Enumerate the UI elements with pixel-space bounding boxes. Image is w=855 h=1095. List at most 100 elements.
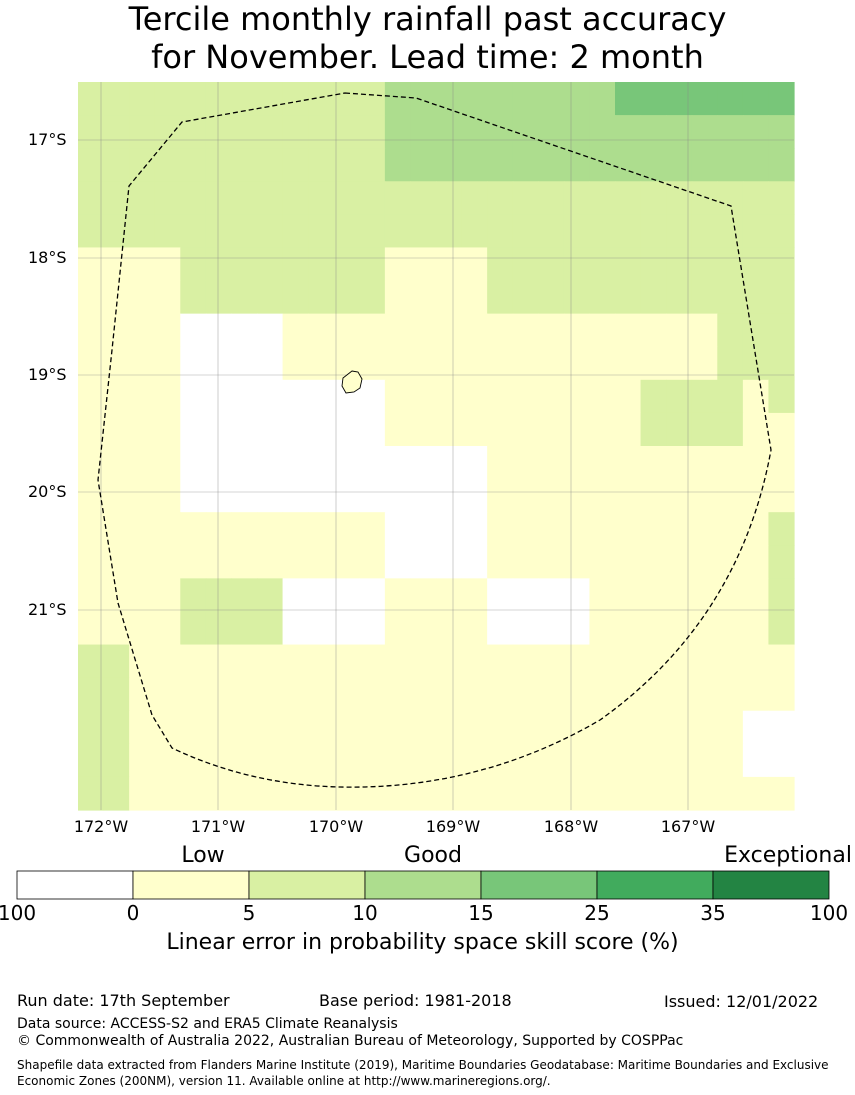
skill-cell: [359, 115, 386, 149]
skill-cell: [563, 346, 591, 381]
skill-cell: [359, 776, 386, 811]
skill-cell: [205, 644, 233, 679]
skill-cell: [487, 776, 514, 811]
skill-cell: [512, 148, 539, 182]
skill-cell: [410, 446, 437, 480]
skill-cell: [257, 578, 284, 613]
skill-cell: [384, 578, 412, 613]
skill-cell: [231, 611, 258, 646]
skill-cell: [205, 148, 233, 182]
skill-cell: [154, 412, 181, 447]
skill-cell: [487, 379, 514, 414]
skill-cell: [384, 214, 412, 249]
skill-cell: [410, 247, 437, 282]
skill-cell: [436, 247, 463, 282]
data-source: Data source: ACCESS-S2 and ERA5 Climate …: [17, 1016, 398, 1032]
skill-cell: [257, 545, 284, 579]
skill-cell: [231, 578, 258, 613]
skill-cell: [615, 446, 642, 480]
skill-cell: [333, 479, 360, 513]
skill-cell: [461, 181, 488, 215]
skill-cell: [410, 214, 437, 249]
skill-cell: [742, 82, 770, 116]
skill-cell: [589, 313, 616, 348]
skill-cell: [359, 512, 386, 546]
skill-cell: [180, 148, 207, 182]
skill-cell: [589, 644, 616, 679]
skill-cell: [640, 578, 667, 613]
skill-cell: [512, 446, 539, 480]
skill-cell: [78, 644, 105, 679]
skill-cell: [103, 644, 130, 679]
skill-cell: [615, 82, 642, 116]
skill-cell: [410, 82, 437, 116]
skill-cell: [436, 313, 463, 348]
skill-cell: [563, 776, 591, 811]
skill-cell: [461, 446, 488, 480]
skill-cell: [487, 446, 514, 480]
skill-cell: [666, 578, 693, 613]
skill-cell: [308, 247, 335, 282]
skill-cell: [640, 379, 667, 414]
colorbar-tick-1: 0: [126, 901, 140, 925]
skill-cell: [410, 181, 437, 215]
skill-cell: [359, 479, 386, 513]
skill-cell: [768, 148, 795, 182]
skill-cell: [180, 644, 207, 679]
skill-cell: [742, 644, 770, 679]
skill-cell: [666, 545, 693, 579]
skill-cell: [640, 247, 667, 282]
skill-cell: [742, 677, 770, 712]
skill-cell: [487, 710, 514, 745]
skill-cell: [308, 611, 335, 646]
skill-cell: [129, 214, 156, 249]
skill-cell: [768, 446, 795, 480]
skill-cell: [154, 545, 181, 579]
skill-cell: [461, 280, 488, 315]
skill-cell: [717, 479, 744, 513]
skill-cell: [487, 148, 514, 182]
skill-cell: [717, 313, 744, 348]
skill-cell: [308, 346, 335, 381]
skill-cell: [487, 247, 514, 282]
skill-cell: [691, 776, 718, 811]
skill-cell: [180, 776, 207, 811]
skill-cell: [436, 677, 463, 712]
skill-cell: [282, 412, 309, 447]
colorbar-tick-5: 25: [584, 901, 610, 925]
skill-cell: [436, 181, 463, 215]
lat-label-19s: 19°S: [28, 365, 67, 384]
skill-cell: [333, 710, 360, 745]
skill-cell: [180, 446, 207, 480]
skill-cell: [103, 710, 130, 745]
skill-cell: [103, 743, 130, 778]
skill-cell: [410, 313, 437, 348]
skill-cell: [154, 710, 181, 745]
skill-cell: [103, 181, 130, 215]
skill-cell: [768, 346, 795, 381]
skill-cell: [154, 677, 181, 712]
skill-cell: [563, 677, 591, 712]
skill-cell: [742, 412, 770, 447]
skill-cell: [154, 82, 181, 116]
skill-cell: [538, 776, 565, 811]
skill-cell: [129, 82, 156, 116]
skill-cell: [436, 611, 463, 646]
skill-cell: [538, 82, 565, 116]
skill-cell: [666, 346, 693, 381]
skill-cell: [103, 280, 130, 315]
lon-label-172w: 172°W: [73, 817, 129, 836]
skill-cell: [410, 611, 437, 646]
skill-cell: [691, 280, 718, 315]
skill-cell: [717, 743, 744, 778]
skill-cell: [691, 512, 718, 546]
skill-cell: [359, 710, 386, 745]
skill-cell: [640, 446, 667, 480]
skill-cell: [538, 412, 565, 447]
skill-cell: [154, 280, 181, 315]
skill-cell: [231, 776, 258, 811]
skill-cell: [154, 346, 181, 381]
skill-cell: [512, 611, 539, 646]
skill-cell: [691, 677, 718, 712]
skill-cell: [231, 379, 258, 414]
